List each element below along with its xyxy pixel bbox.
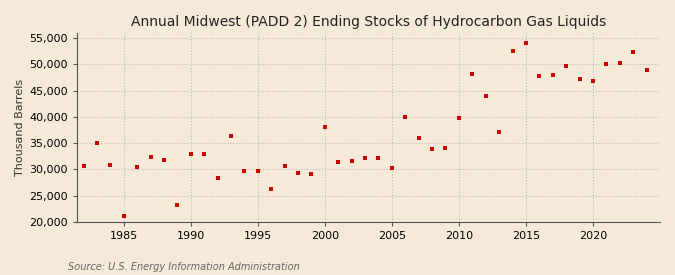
Point xyxy=(561,64,572,68)
Point xyxy=(493,129,504,134)
Point xyxy=(547,73,558,77)
Point xyxy=(601,62,612,66)
Point xyxy=(319,125,330,129)
Point xyxy=(132,165,142,169)
Point xyxy=(186,152,196,156)
Point xyxy=(266,187,277,191)
Point xyxy=(159,158,169,163)
Point xyxy=(118,214,129,219)
Point xyxy=(520,41,531,46)
Point xyxy=(481,94,491,99)
Point xyxy=(279,164,290,168)
Point xyxy=(467,72,478,76)
Point xyxy=(65,111,76,116)
Point xyxy=(198,151,209,156)
Point xyxy=(78,163,89,168)
Y-axis label: Thousand Barrels: Thousand Barrels xyxy=(15,79,25,176)
Point xyxy=(239,169,250,173)
Point xyxy=(225,134,236,138)
Point xyxy=(92,141,103,145)
Title: Annual Midwest (PADD 2) Ending Stocks of Hydrocarbon Gas Liquids: Annual Midwest (PADD 2) Ending Stocks of… xyxy=(131,15,606,29)
Point xyxy=(413,136,424,141)
Point xyxy=(172,203,183,207)
Point xyxy=(293,171,304,175)
Point xyxy=(333,160,344,164)
Point xyxy=(387,166,398,170)
Point xyxy=(427,147,437,152)
Point xyxy=(145,155,156,159)
Point xyxy=(212,175,223,180)
Point xyxy=(400,115,410,119)
Point xyxy=(440,146,451,150)
Point xyxy=(507,49,518,54)
Point xyxy=(105,163,115,167)
Point xyxy=(587,78,598,83)
Text: Source: U.S. Energy Information Administration: Source: U.S. Energy Information Administ… xyxy=(68,262,299,272)
Point xyxy=(574,77,585,81)
Point xyxy=(373,156,384,161)
Point xyxy=(306,172,317,176)
Point xyxy=(641,67,652,72)
Point xyxy=(360,156,371,160)
Point xyxy=(534,74,545,79)
Point xyxy=(454,116,464,120)
Point xyxy=(628,50,639,54)
Point xyxy=(252,169,263,173)
Point xyxy=(614,61,625,65)
Point xyxy=(346,159,357,163)
